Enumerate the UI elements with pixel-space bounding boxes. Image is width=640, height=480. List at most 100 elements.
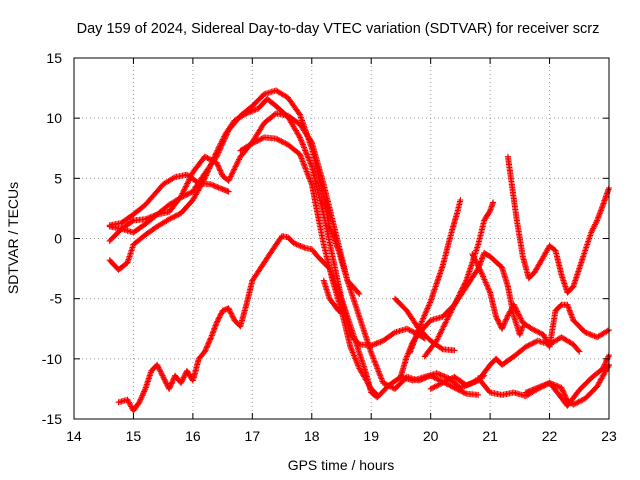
data-point [296, 110, 302, 117]
data-point [438, 345, 445, 352]
data-point [216, 166, 223, 173]
data-point [436, 371, 443, 378]
data-point [431, 383, 438, 390]
data-point [213, 148, 220, 155]
data-point [347, 343, 354, 350]
data-point [137, 396, 144, 403]
data-point [434, 382, 441, 389]
data-point [205, 155, 212, 162]
data-point [377, 338, 384, 345]
data-point [157, 368, 164, 375]
data-point [330, 274, 336, 281]
data-point [561, 391, 568, 398]
data-point [541, 333, 548, 340]
data-point [499, 324, 506, 331]
y-tick-label: 15 [46, 50, 62, 66]
data-point [503, 316, 510, 323]
data-point [406, 327, 413, 334]
data-point [447, 309, 454, 316]
y-axis-label: SDTVAR / TECUs [5, 182, 21, 294]
data-point [512, 305, 519, 312]
data-point [204, 169, 211, 176]
data-point [298, 243, 305, 250]
data-point [540, 382, 546, 389]
data-point [221, 133, 228, 140]
data-point [349, 349, 356, 356]
data-point [469, 251, 476, 258]
data-point [348, 346, 355, 353]
data-point [486, 288, 493, 295]
data-point [472, 378, 479, 385]
data-point [422, 309, 429, 316]
data-point [374, 365, 381, 372]
data-point [578, 397, 585, 404]
data-point [187, 175, 194, 181]
data-point [493, 315, 500, 322]
data-point [296, 133, 303, 140]
x-tick-label: 18 [304, 428, 320, 444]
data-point [499, 325, 505, 332]
data-point [299, 140, 306, 147]
data-point [212, 151, 219, 158]
x-tick-label: 17 [245, 428, 261, 444]
data-point [227, 174, 233, 181]
data-point [380, 379, 387, 386]
data-point [427, 299, 433, 306]
data-point [417, 322, 423, 329]
data-point [446, 382, 453, 388]
data-point [517, 315, 524, 322]
data-point [174, 212, 180, 219]
data-point [458, 384, 465, 391]
data-point [593, 218, 600, 225]
data-point [442, 319, 449, 326]
data-point [227, 309, 234, 316]
data-point [253, 138, 260, 145]
data-point [601, 362, 608, 369]
data-point [503, 315, 510, 322]
data-point [257, 136, 264, 143]
data-point [410, 339, 417, 346]
x-tick-label: 15 [126, 428, 142, 444]
data-point [528, 341, 535, 348]
data-point [215, 163, 222, 170]
data-point [297, 135, 304, 142]
data-point [476, 266, 483, 273]
data-point [333, 282, 340, 289]
data-point [409, 328, 416, 335]
data-point [162, 377, 169, 384]
data-point [495, 317, 501, 324]
data-point [178, 192, 185, 198]
data-point [517, 314, 524, 321]
data-point [305, 174, 312, 181]
data-point [541, 334, 548, 341]
data-point [255, 137, 262, 144]
data-point [480, 273, 487, 280]
data-point [574, 399, 581, 406]
data-point [292, 240, 299, 247]
data-point [192, 191, 199, 198]
data-point [215, 315, 222, 322]
data-point [555, 383, 562, 390]
data-point [594, 217, 601, 224]
data-point [486, 209, 493, 215]
data-point [458, 388, 464, 395]
data-point [304, 169, 311, 176]
data-point [470, 253, 477, 260]
data-point [440, 379, 447, 386]
data-point [515, 310, 521, 316]
data-point [450, 303, 457, 310]
data-point [167, 383, 174, 390]
data-point [438, 327, 445, 334]
data-point [226, 306, 233, 313]
data-point [234, 159, 241, 166]
data-point [166, 385, 173, 392]
data-point [438, 380, 445, 387]
data-point [204, 155, 211, 161]
data-point [368, 349, 375, 356]
data-point [434, 376, 441, 382]
data-point [203, 171, 210, 178]
data-point [443, 377, 450, 384]
x-tick-label: 16 [185, 428, 201, 444]
data-point [518, 317, 525, 323]
data-point [603, 358, 609, 365]
